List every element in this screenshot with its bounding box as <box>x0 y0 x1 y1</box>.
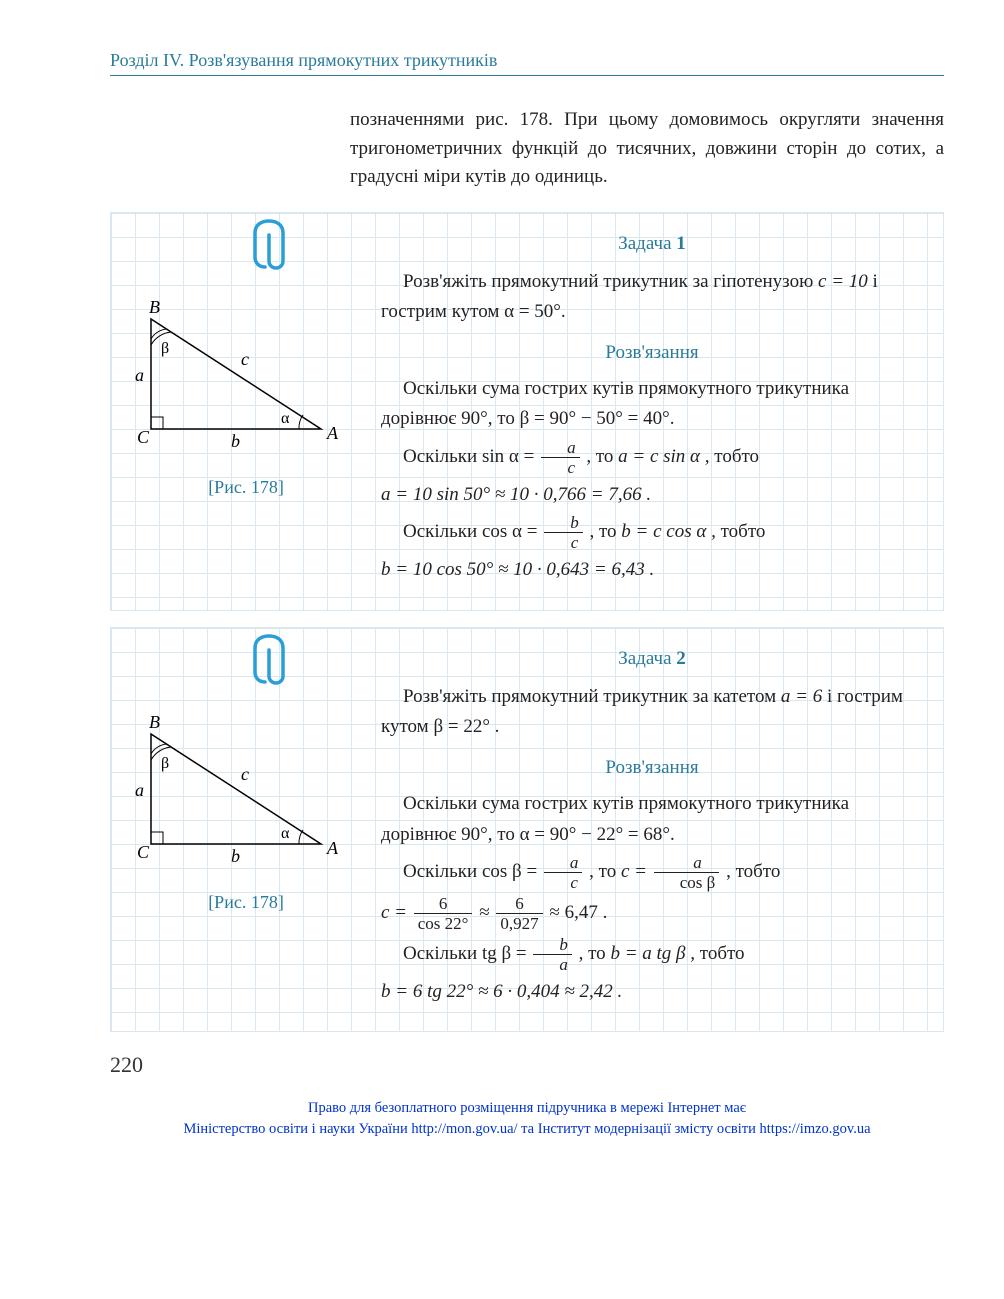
problem-statement: Розв'яжіть прямокутний трикутник за гіпо… <box>381 267 923 328</box>
problem-block-2: B C A a b c β α [Рис. 178] Задача 2 Розв… <box>110 627 944 1033</box>
problem-text: Задача 2 Розв'яжіть прямокутний трикутни… <box>381 644 923 1012</box>
solution-line: Оскільки tg β = ba , то b = a tg β , тоб… <box>381 936 923 973</box>
problem-statement: Розв'яжіть прямокутний трикутник за кате… <box>381 682 923 743</box>
footer-line: Право для безоплатного розміщення підруч… <box>110 1098 944 1118</box>
angle-beta: β <box>161 755 169 772</box>
footer-line: Міністерство освіти і науки України http… <box>110 1119 944 1139</box>
side-b: b <box>231 431 240 451</box>
solution-heading: Розв'язання <box>381 338 923 368</box>
triangle-diagram: B C A a b c β α <box>131 714 351 884</box>
vertex-C: C <box>137 427 150 447</box>
side-a: a <box>135 780 144 800</box>
vertex-B: B <box>149 299 160 317</box>
solution-line: Оскільки sin α = ac , то a = c sin α , т… <box>381 439 923 476</box>
intro-paragraph: позначеннями рис. 178. При цьому домовим… <box>350 106 944 192</box>
problem-title: Задача 2 <box>381 644 923 674</box>
footer: Право для безоплатного розміщення підруч… <box>110 1098 944 1139</box>
vertex-A: A <box>326 423 339 443</box>
textbook-page: Розділ IV. Розв'язування прямокутних три… <box>0 0 1004 1299</box>
solution-line: Оскільки cos α = bc , то b = c cos α , т… <box>381 514 923 551</box>
figure-column: B C A a b c β α [Рис. 178] <box>131 644 361 1012</box>
solution-line: c = 6cos 22° ≈ 60,927 ≈ 6,47 . <box>381 895 923 932</box>
paperclip-icon <box>251 219 295 279</box>
paperclip-icon <box>251 634 295 694</box>
solution-line: b = 10 cos 50° ≈ 10 · 0,643 = 6,43 . <box>381 555 923 585</box>
problem-block-1: B C A a b c β α [Рис. 178] Задача 1 Розв… <box>110 212 944 611</box>
figure-label: [Рис. 178] <box>131 892 361 913</box>
angle-alpha: α <box>281 410 290 427</box>
angle-alpha: α <box>281 825 290 842</box>
section-header: Розділ IV. Розв'язування прямокутних три… <box>110 50 944 76</box>
solution-heading: Розв'язання <box>381 753 923 783</box>
solution-line: Оскільки сума гострих кутів прямокутного… <box>381 374 923 435</box>
page-number: 220 <box>110 1052 944 1078</box>
vertex-A: A <box>326 838 339 858</box>
vertex-C: C <box>137 842 150 862</box>
side-b: b <box>231 846 240 866</box>
solution-line: a = 10 sin 50° ≈ 10 · 0,766 = 7,66 . <box>381 480 923 510</box>
side-a: a <box>135 365 144 385</box>
problem-text: Задача 1 Розв'яжіть прямокутний трикутни… <box>381 229 923 590</box>
solution-line: Оскільки сума гострих кутів прямокутного… <box>381 789 923 850</box>
side-c: c <box>241 764 249 784</box>
figure-column: B C A a b c β α [Рис. 178] <box>131 229 361 590</box>
solution-line: b = 6 tg 22° ≈ 6 · 0,404 ≈ 2,42 . <box>381 977 923 1007</box>
vertex-B: B <box>149 714 160 732</box>
side-c: c <box>241 349 249 369</box>
triangle-diagram: B C A a b c β α <box>131 299 351 469</box>
solution-line: Оскільки cos β = ac , то c = acos β , то… <box>381 854 923 891</box>
angle-beta: β <box>161 340 169 357</box>
figure-label: [Рис. 178] <box>131 477 361 498</box>
problem-title: Задача 1 <box>381 229 923 259</box>
